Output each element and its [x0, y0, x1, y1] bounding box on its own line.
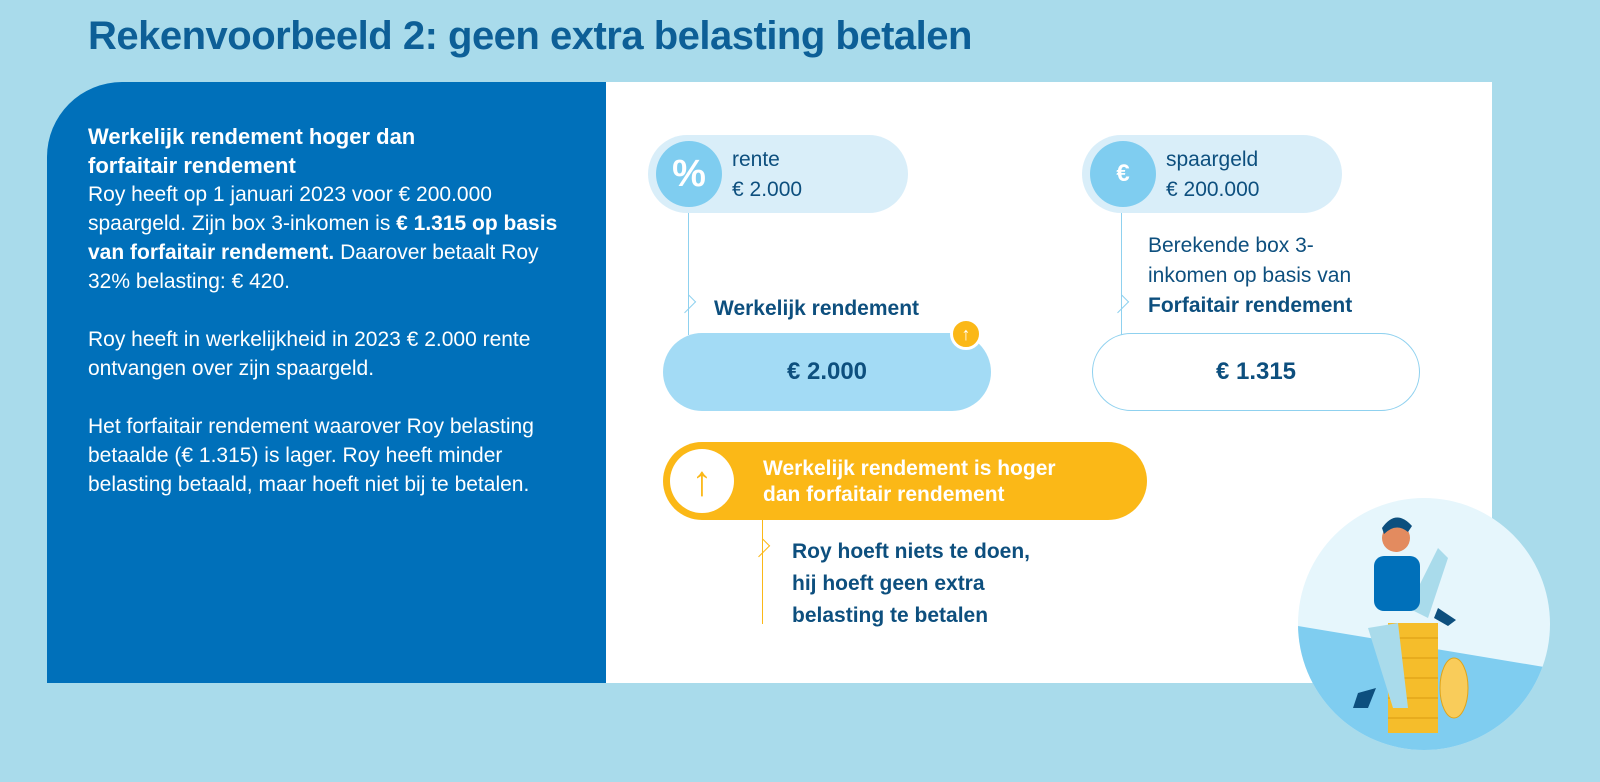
- explanation-heading: Werkelijk rendement hoger dan forfaitair…: [88, 124, 416, 178]
- explanation-paragraph-1: Roy heeft op 1 januari 2023 voor € 200.0…: [88, 180, 586, 296]
- text: Werkelijk rendement is hoger: [763, 457, 1056, 480]
- person-on-coins-illustration: [1298, 498, 1550, 750]
- text: Forfaitair rendement: [1148, 294, 1353, 317]
- text: hij hoeft geen extra: [792, 572, 985, 595]
- page-title: Rekenvoorbeeld 2: geen extra belasting b…: [88, 14, 972, 58]
- connector-line: [762, 520, 763, 624]
- rente-pill: % rente € 2.000: [648, 135, 908, 213]
- explanation-panel: Werkelijk rendement hoger dan forfaitair…: [47, 82, 606, 683]
- spaargeld-amount: € 200.000: [1166, 178, 1260, 201]
- arrow-up-icon: ↑: [670, 449, 734, 513]
- werkelijk-label: Werkelijk rendement: [714, 297, 920, 320]
- text: Daarover betaalt Roy 32% belasting: € 42…: [88, 241, 539, 293]
- result-banner: ↑ Werkelijk rendement is hoger dan forfa…: [663, 442, 1147, 520]
- banknotes-icon: €: [1090, 141, 1156, 207]
- text: belasting te betalen: [792, 604, 989, 627]
- bold-text: € 1.315 op basis van forfaitair rendemen…: [88, 212, 558, 264]
- forfaitair-value: € 1.315: [1092, 333, 1420, 411]
- conclusion-text: Roy hoeft niets te doen, hij hoeft geen …: [792, 536, 1030, 632]
- text: Roy heeft op 1 januari 2023 voor € 200.0…: [88, 183, 492, 235]
- percent-coins-icon: %: [656, 141, 722, 207]
- spaargeld-label: spaargeld: [1166, 148, 1259, 171]
- spaargeld-pill: € spaargeld € 200.000: [1082, 135, 1342, 213]
- text: Berekende box 3-: [1148, 234, 1314, 257]
- text: inkomen op basis van: [1148, 264, 1352, 287]
- forfaitair-description: Berekende box 3- inkomen op basis van Fo…: [1148, 231, 1352, 321]
- rente-amount: € 2.000: [732, 178, 803, 201]
- rente-label: rente: [732, 148, 780, 171]
- text: dan forfaitair rendement: [763, 483, 1005, 506]
- text: Roy hoeft niets te doen,: [792, 540, 1031, 563]
- arrow-up-icon: ↑: [950, 318, 982, 350]
- explanation-paragraph-3: Het forfaitair rendement waarover Roy be…: [88, 415, 534, 496]
- connector-line: [688, 213, 689, 335]
- explanation-paragraph-2: Roy heeft in werkelijkheid in 2023 € 2.0…: [88, 328, 531, 380]
- connector-line: [1121, 213, 1122, 335]
- werkelijk-value: € 2.000: [663, 333, 991, 411]
